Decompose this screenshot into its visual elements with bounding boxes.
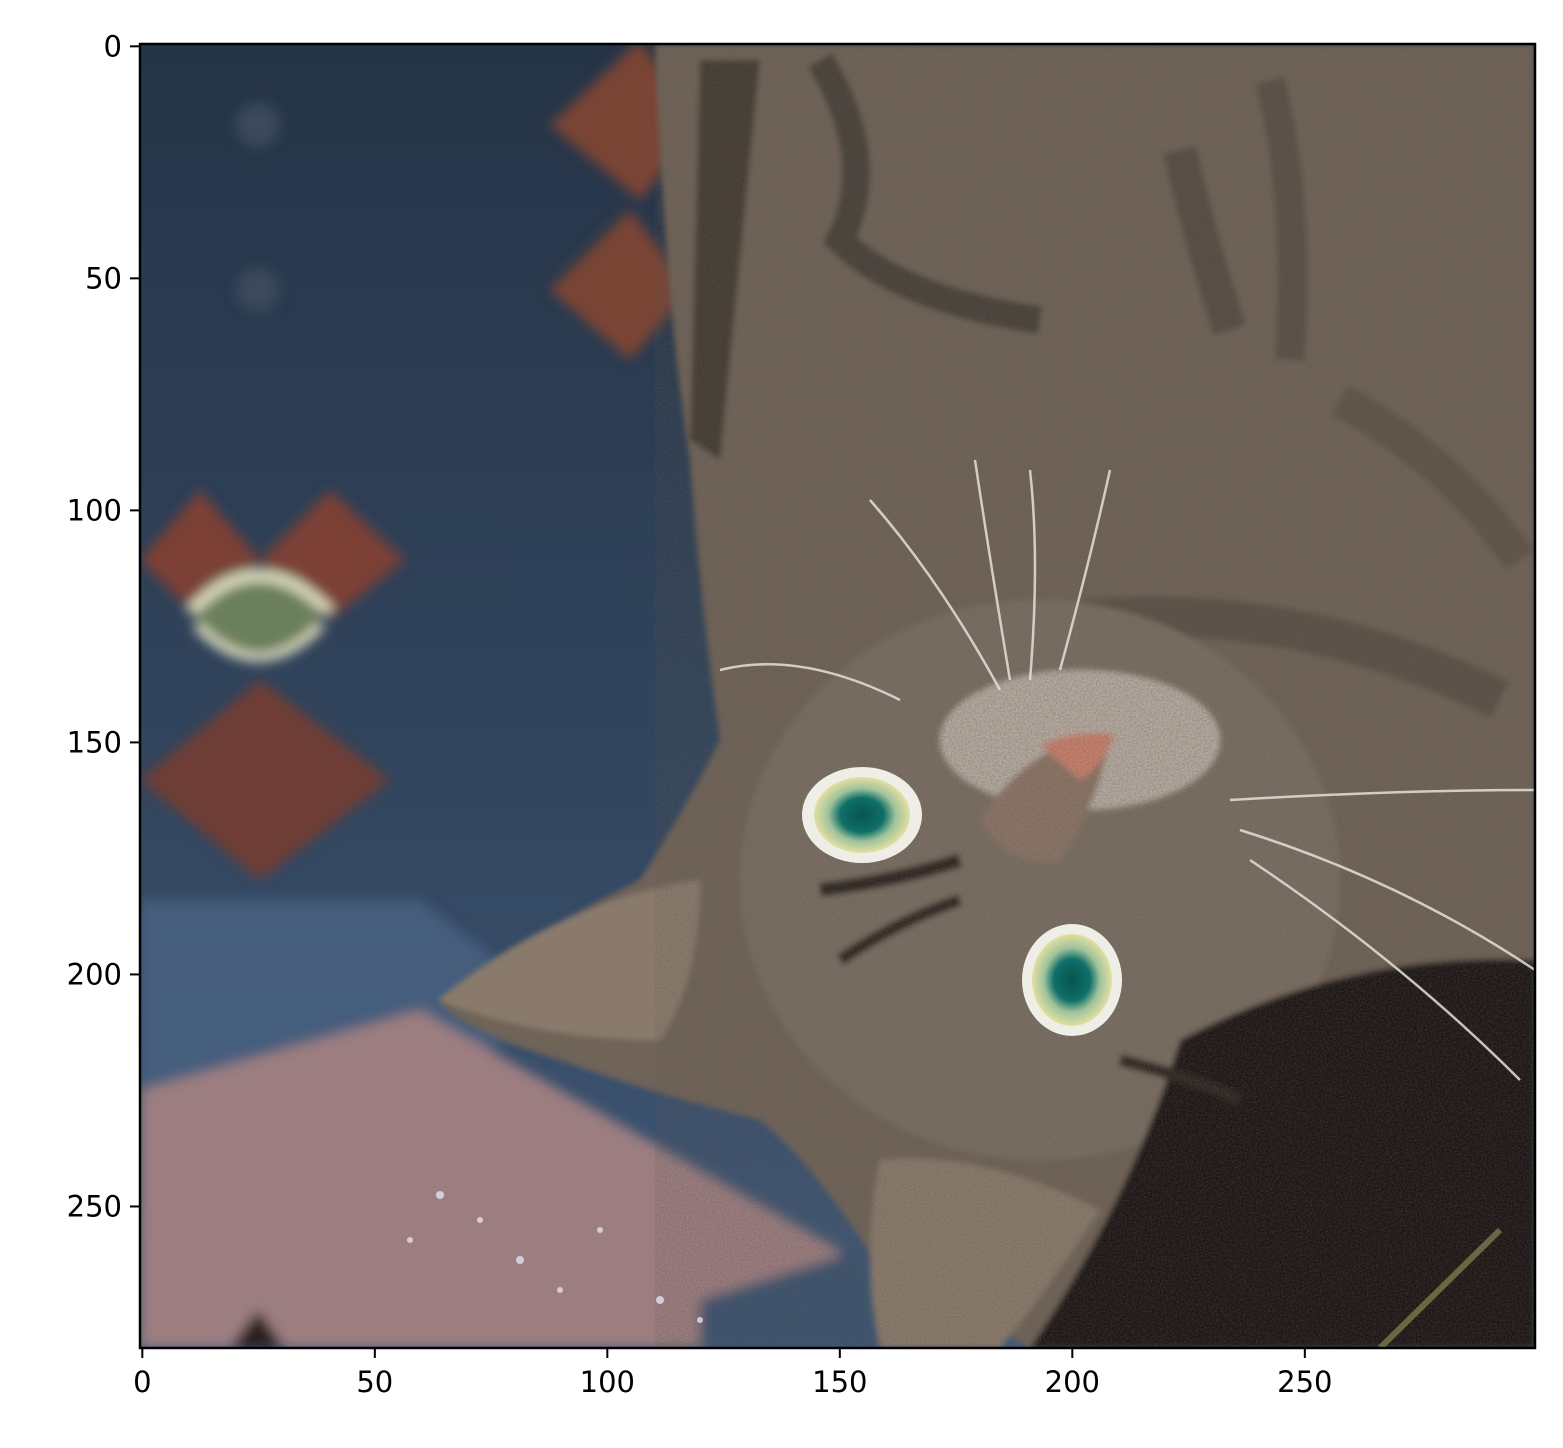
y-axis: 0 50 100 150 200 250 xyxy=(67,29,140,1223)
eyes xyxy=(802,767,1122,1036)
y-tick-label: 150 xyxy=(67,725,122,759)
x-tick-label: 150 xyxy=(812,1365,867,1399)
y-tick-label: 0 xyxy=(104,29,122,63)
x-tick-label: 200 xyxy=(1045,1365,1100,1399)
x-axis: 0 50 100 150 200 250 xyxy=(133,1348,1333,1399)
x-tick-label: 0 xyxy=(133,1365,151,1399)
y-tick-label: 50 xyxy=(85,261,122,295)
x-tick-label: 100 xyxy=(580,1365,635,1399)
axes-frame xyxy=(138,42,1537,1350)
y-tick-label: 100 xyxy=(67,493,122,527)
y-tick-label: 250 xyxy=(67,1189,122,1223)
x-tick-label: 250 xyxy=(1277,1365,1332,1399)
whiskers xyxy=(719,459,1535,1081)
cat-photo xyxy=(140,44,1535,1348)
x-tick-label: 50 xyxy=(356,1365,393,1399)
y-tick-label: 200 xyxy=(67,957,122,991)
